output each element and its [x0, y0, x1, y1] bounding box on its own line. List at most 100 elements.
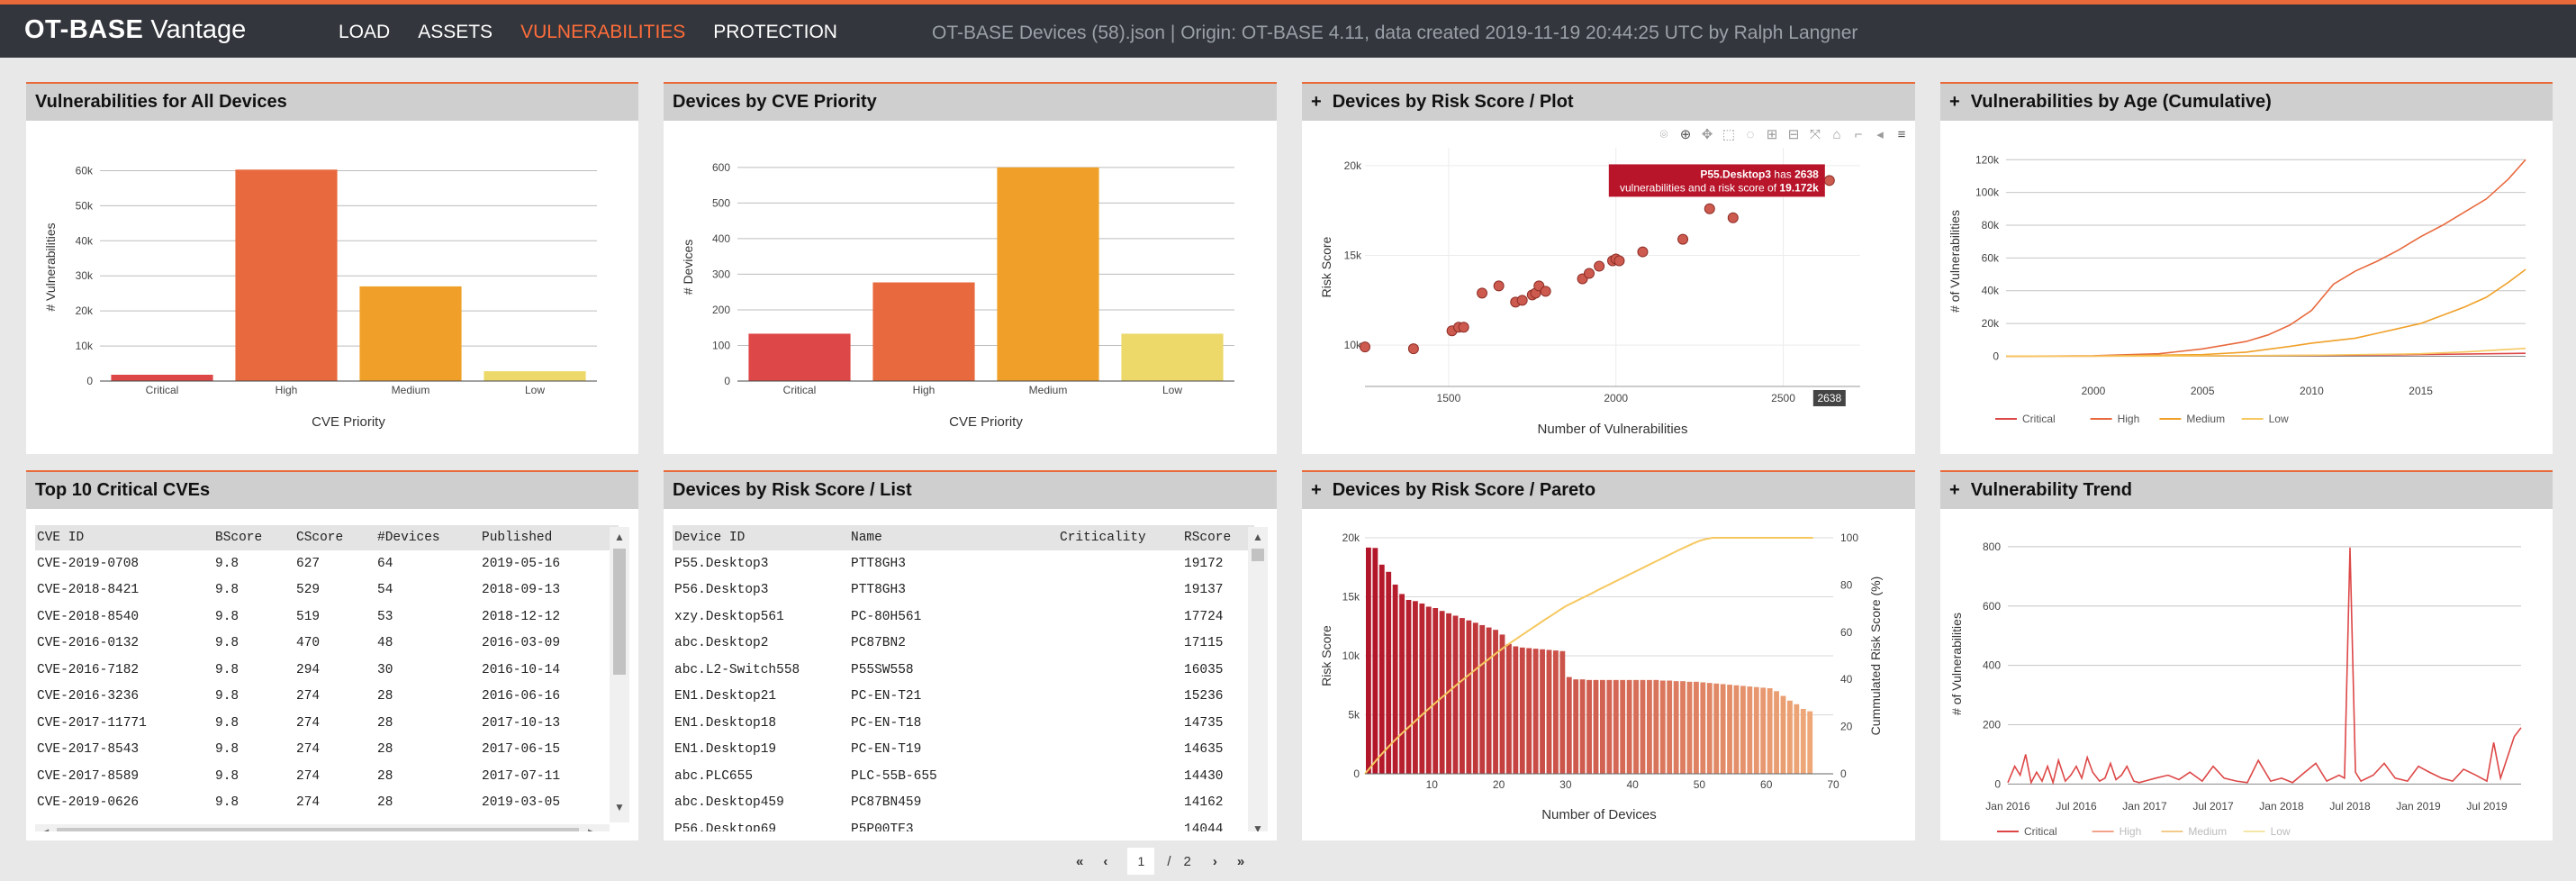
pareto-bar[interactable] [1706, 683, 1713, 774]
spike-icon[interactable]: ⌐ [1854, 127, 1863, 142]
scroll-right-icon[interactable]: ▶ [588, 826, 596, 831]
data-point[interactable] [1594, 260, 1605, 272]
pareto-bar[interactable] [1472, 622, 1478, 774]
pareto-bar[interactable] [1392, 584, 1398, 774]
column-header[interactable]: Device ID [673, 525, 849, 550]
expand-icon[interactable]: + [1311, 92, 1322, 112]
pareto-bar[interactable] [1659, 680, 1666, 774]
pareto-bar[interactable] [1546, 649, 1552, 774]
hover-closest-icon[interactable]: ◂ [1876, 127, 1884, 142]
scrollbar-thumb[interactable] [613, 549, 626, 675]
pareto-bar[interactable] [1667, 680, 1673, 774]
pareto-bar[interactable] [1526, 648, 1532, 774]
column-header[interactable]: CVE ID [35, 525, 213, 550]
pareto-bar[interactable] [1366, 547, 1371, 774]
pareto-bar[interactable] [1780, 695, 1786, 774]
next-page-button[interactable]: › [1212, 853, 1217, 869]
nav-assets[interactable]: ASSETS [418, 22, 493, 42]
home-icon[interactable]: ⌂ [1832, 127, 1841, 142]
data-point[interactable] [1727, 212, 1739, 223]
pareto-bar[interactable] [1620, 679, 1626, 774]
table-row[interactable]: CVE-2019-0708 9.8 627 64 2019-05-16 [35, 550, 619, 577]
scroll-up-icon[interactable]: ▲ [1252, 531, 1263, 543]
table-row[interactable]: CVE-2016-3236 9.8 274 28 2016-06-16 [35, 684, 619, 711]
zoom-out-icon[interactable]: ⊟ [1787, 127, 1800, 142]
table-row[interactable]: EN1.Desktop21 PC-EN-T21 15236 [673, 684, 1254, 711]
column-header[interactable]: BScore [213, 525, 294, 550]
data-point[interactable] [1637, 246, 1649, 258]
cve-table-container[interactable]: CVE ID BScore CScore #Devices Published … [35, 525, 629, 831]
table-row[interactable]: abc.PLC655 PLC-55B-655 14430 [673, 763, 1254, 790]
bar-medium[interactable] [997, 167, 1099, 381]
pareto-bar[interactable] [1486, 627, 1492, 774]
pareto-bar[interactable] [1566, 677, 1572, 774]
pareto-bar[interactable] [1753, 686, 1759, 774]
pareto-bar[interactable] [1372, 548, 1378, 774]
pareto-bar[interactable] [1532, 649, 1539, 774]
bar-critical[interactable] [111, 374, 213, 381]
table-row[interactable]: CVE-2019-0626 9.8 274 28 2019-03-05 [35, 790, 619, 817]
table-row[interactable]: P56.Desktop69 P5P00TE3 14044 [673, 816, 1254, 831]
pareto-bar[interactable] [1579, 679, 1586, 774]
data-point[interactable] [1477, 287, 1488, 299]
column-header[interactable]: Published [480, 525, 619, 550]
table-row[interactable]: xzy.Desktop561 PC-80H561 17724 [673, 604, 1254, 631]
pareto-bar[interactable] [1452, 615, 1459, 774]
pareto-bar[interactable] [1573, 679, 1579, 774]
risk-scatter-plot[interactable]: 10k 15k 20k 1500 2000 2500 Number of Vulnerabi… [1302, 123, 1915, 454]
pareto-bar[interactable] [1633, 679, 1639, 774]
data-point[interactable] [1704, 203, 1715, 214]
pareto-bar[interactable] [1586, 679, 1592, 774]
data-point[interactable] [1458, 322, 1469, 333]
pareto-bar[interactable] [1767, 688, 1773, 774]
pareto-bar[interactable] [1460, 618, 1465, 774]
bar-high[interactable] [235, 169, 338, 381]
pareto-bar[interactable] [1479, 624, 1486, 774]
pareto-bar[interactable] [1794, 704, 1800, 774]
pareto-bar[interactable] [1540, 649, 1545, 774]
camera-icon[interactable]: ⌾ [1659, 127, 1668, 142]
table-row[interactable]: CVE-2017-8589 9.8 274 28 2017-07-11 [35, 763, 619, 790]
table-row[interactable]: CVE-2018-8540 9.8 519 53 2018-12-12 [35, 604, 619, 631]
pareto-bar[interactable] [1606, 679, 1613, 774]
data-point[interactable] [1516, 295, 1528, 306]
scroll-up-icon[interactable]: ▲ [614, 531, 625, 543]
scroll-left-icon[interactable]: ◀ [41, 826, 49, 831]
pareto-bar[interactable] [1647, 679, 1652, 774]
nav-load[interactable]: LOAD [339, 22, 391, 42]
column-header[interactable]: Name [849, 525, 1058, 550]
pareto-bar[interactable] [1466, 620, 1472, 774]
table-row[interactable]: CVE-2017-8543 9.8 274 28 2017-06-15 [35, 737, 619, 764]
pareto-bar[interactable] [1613, 679, 1619, 774]
pareto-bar[interactable] [1386, 571, 1392, 774]
data-point[interactable] [1493, 280, 1505, 292]
column-header[interactable]: CScore [294, 525, 375, 550]
last-page-button[interactable]: » [1236, 853, 1245, 869]
pareto-bar[interactable] [1553, 650, 1559, 774]
table-row[interactable]: EN1.Desktop19 PC-EN-T19 14635 [673, 737, 1254, 764]
table-row[interactable]: CVE-2016-7182 9.8 294 30 2016-10-14 [35, 657, 619, 684]
vertical-scrollbar[interactable]: ▲ ▼ [1248, 527, 1268, 831]
pareto-bar[interactable] [1506, 643, 1512, 774]
previous-page-button[interactable]: ‹ [1103, 853, 1108, 869]
bar-critical[interactable] [748, 333, 851, 381]
pareto-bar[interactable] [1493, 630, 1498, 774]
autoscale-icon[interactable]: ⤧ [1809, 127, 1821, 142]
zoom-icon[interactable]: ⊕ [1679, 127, 1692, 142]
column-header[interactable]: Criticality [1058, 525, 1182, 550]
pareto-bar[interactable] [1727, 685, 1732, 774]
pareto-bar[interactable] [1406, 599, 1412, 774]
pareto-bar[interactable] [1787, 700, 1793, 774]
table-row[interactable]: P56.Desktop3 PTT8GH3 19137 [673, 577, 1254, 604]
pareto-bar[interactable] [1640, 679, 1646, 774]
nav-protection[interactable]: PROTECTION [713, 22, 837, 42]
nav-vulnerabilities[interactable]: VULNERABILITIES [520, 22, 686, 42]
pareto-bar[interactable] [1439, 611, 1445, 774]
scroll-down-icon[interactable]: ▼ [1252, 822, 1263, 831]
pan-icon[interactable]: ✥ [1701, 127, 1713, 142]
pareto-bar[interactable] [1600, 679, 1605, 774]
data-point[interactable] [1360, 341, 1370, 353]
bar-high[interactable] [872, 282, 975, 381]
pareto-bar[interactable] [1680, 681, 1686, 774]
expand-icon[interactable]: + [1949, 92, 1960, 112]
